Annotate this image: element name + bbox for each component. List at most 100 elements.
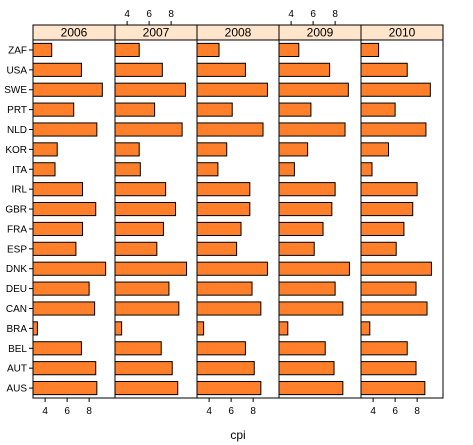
bar-2008-IRL (196, 182, 251, 197)
bar-2010-CAN (360, 301, 428, 316)
bar-2010-ESP (360, 241, 397, 256)
y-tick-label-FRA: FRA (7, 224, 27, 235)
bar-2008-ZAF (196, 42, 220, 58)
bar-2006-BRA (32, 321, 38, 336)
x-tick-label-2007-8: 8 (168, 9, 174, 20)
bar-2009-NLD (278, 122, 346, 137)
bar-2009-AUS (278, 380, 344, 396)
bar-2009-USA (278, 62, 331, 77)
panels-layer: 2006 2007 2008 2009 2010 (32, 24, 444, 399)
bar-2010-BRA (360, 321, 371, 336)
bar-2009-BRA (278, 321, 289, 336)
x-axis-ticks: 4 6 8 4 6 8 4 6 8 4 6 8 4 6 8 (42, 9, 420, 417)
strip-label-2010: 2010 (389, 26, 416, 40)
panel-2009: 2009 (278, 24, 362, 399)
bar-2010-USA (360, 62, 408, 77)
bar-2007-ESP (114, 241, 158, 256)
bar-2008-DNK (196, 261, 268, 276)
bar-2006-SWE (32, 82, 103, 97)
bar-2010-NLD (360, 122, 427, 137)
bar-2008-BRA (196, 321, 205, 336)
bar-2007-DNK (114, 261, 188, 276)
x-tick-label-2008-6: 6 (228, 406, 234, 417)
x-tick-label-2006-4: 4 (42, 406, 48, 417)
bar-2006-DEU (32, 281, 90, 296)
bar-2007-ZAF (114, 42, 140, 58)
bar-2007-ITA (114, 162, 141, 177)
x-tick-label-2010-4: 4 (370, 406, 376, 417)
category-axis: ZAF USA SWE PRT NLD KOR ITA IRL GBR FRA ESP DNK DEU C… (4, 45, 33, 395)
y-tick-label-DEU: DEU (6, 284, 27, 295)
y-tick-label-AUT: AUT (7, 364, 27, 375)
y-tick-label-ESP: ESP (7, 244, 27, 255)
bar-2007-GBR (114, 201, 177, 217)
bar-2008-SWE (196, 82, 268, 97)
bar-2009-ZAF (278, 42, 300, 58)
bar-2006-GBR (32, 201, 97, 217)
y-tick-label-KOR: KOR (5, 145, 27, 156)
y-tick-label-AUS: AUS (6, 384, 27, 395)
x-tick-label-2009-6: 6 (310, 9, 316, 20)
bar-2008-GBR (196, 201, 251, 217)
x-tick-label-2010-8: 8 (414, 406, 420, 417)
bar-2009-AUT (278, 361, 335, 376)
y-tick-label-GBR: GBR (5, 205, 27, 216)
bar-2010-ITA (360, 162, 373, 177)
bar-2009-DEU (278, 281, 336, 296)
bar-2008-ITA (196, 162, 219, 177)
bar-2007-SWE (114, 82, 186, 97)
bar-2009-FRA (278, 221, 324, 237)
x-tick-label-2009-4: 4 (288, 9, 294, 20)
bar-2008-AUS (196, 380, 262, 396)
bar-2007-NLD (114, 122, 183, 137)
bar-2006-IRL (32, 182, 84, 197)
bar-2008-KOR (196, 142, 228, 157)
bar-2007-PRT (114, 102, 156, 117)
bar-2008-DEU (196, 281, 253, 296)
bar-2006-FRA (32, 221, 84, 237)
bar-2007-FRA (114, 221, 164, 237)
bar-2006-BEL (32, 341, 82, 356)
x-tick-label-2010-6: 6 (392, 406, 398, 417)
bar-2006-NLD (32, 122, 98, 137)
bar-2010-AUS (360, 380, 426, 396)
bar-2009-ITA (278, 162, 295, 177)
bar-2007-CAN (114, 301, 180, 316)
bar-2009-KOR (278, 142, 309, 157)
bar-2010-SWE (360, 82, 431, 97)
y-tick-label-IRL: IRL (11, 185, 27, 196)
bar-2008-NLD (196, 122, 264, 137)
bar-2006-KOR (32, 142, 58, 157)
bar-2008-ESP (196, 241, 238, 256)
bar-2008-AUT (196, 361, 255, 376)
panel-2010: 2010 (360, 24, 444, 399)
bar-2009-IRL (278, 182, 336, 197)
bar-2009-SWE (278, 82, 349, 97)
panel-2006: 2006 (32, 24, 116, 399)
bar-2007-BEL (114, 341, 162, 356)
y-tick-label-ZAF: ZAF (8, 45, 27, 56)
bar-2010-PRT (360, 102, 396, 117)
bar-2008-USA (196, 62, 246, 77)
bar-2007-DEU (114, 281, 170, 296)
y-tick-label-BEL: BEL (8, 344, 27, 355)
bar-2008-CAN (196, 301, 262, 316)
panel-2007: 2007 (114, 24, 198, 399)
bar-2006-CAN (32, 301, 96, 316)
bar-2006-PRT (32, 102, 75, 117)
bar-2008-FRA (196, 221, 242, 237)
bar-2009-GBR (278, 201, 333, 217)
x-tick-label-2009-8: 8 (332, 9, 338, 20)
bar-2009-BEL (278, 341, 326, 356)
panel-frame-2010 (360, 39, 444, 399)
bar-2007-KOR (114, 142, 140, 157)
x-tick-label-2007-4: 4 (124, 9, 130, 20)
bar-2010-ZAF (360, 42, 380, 58)
bar-2006-ZAF (32, 42, 53, 58)
y-tick-label-BRA: BRA (6, 324, 27, 335)
bar-2009-DNK (278, 261, 350, 276)
bar-2006-AUS (32, 380, 98, 396)
x-tick-label-2006-6: 6 (64, 406, 70, 417)
panel-2008: 2008 (196, 24, 280, 399)
